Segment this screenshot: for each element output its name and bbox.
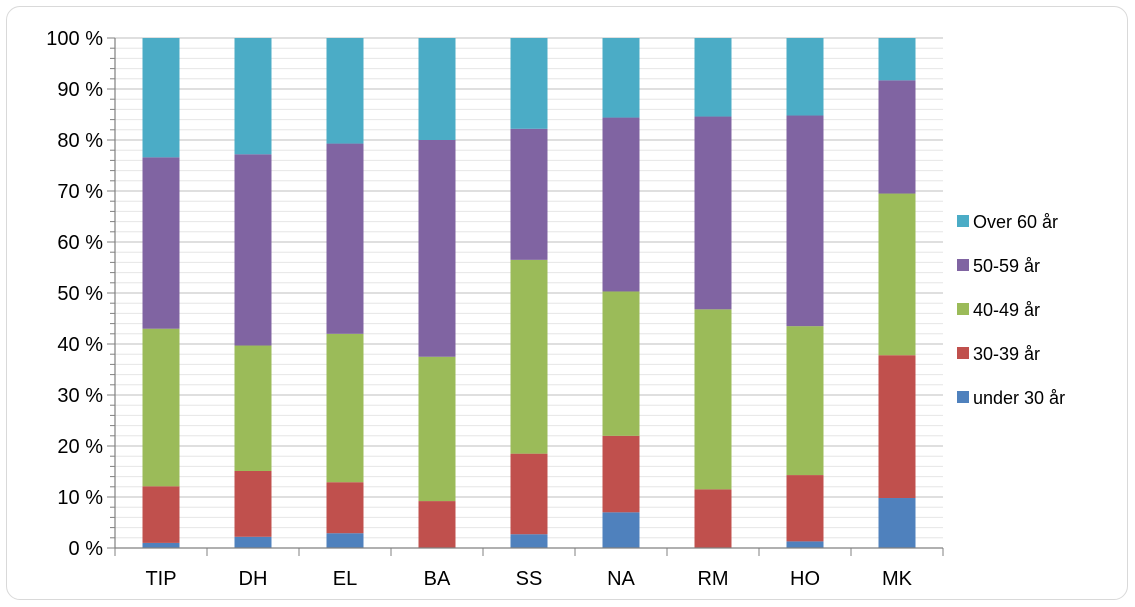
bar-segment-ss-series-0 — [510, 534, 548, 548]
legend-swatch — [957, 215, 969, 227]
bar-segment-mk-series-2 — [878, 193, 916, 356]
bar-segment-ho-series-1 — [786, 475, 824, 542]
bar-segment-el-series-4 — [326, 38, 364, 144]
bar-segment-ss-series-1 — [510, 453, 548, 535]
legend-swatch — [957, 303, 969, 315]
bar-segment-ho-series-4 — [786, 38, 824, 116]
bar-segment-rm-series-4 — [694, 38, 732, 117]
y-tick-label: 40 % — [57, 334, 103, 356]
bar-segment-dh-series-0 — [234, 536, 272, 548]
y-tick-labels: 0 % 10 % 20 % 30 % 40 % 50 % 60 % 70 % 80 % 90 % 1… — [46, 28, 103, 560]
x-tick-label: MK — [882, 568, 913, 590]
bar-segment-dh-series-4 — [234, 38, 272, 155]
bar-segment-el-series-3 — [326, 143, 364, 334]
legend: Over 60 år 50-59 år 40-49 år 30-39 år under … — [957, 212, 1065, 408]
legend-label: 30-39 år — [973, 344, 1040, 364]
legend-swatch — [957, 391, 969, 403]
bar-segment-tip-series-0 — [142, 542, 180, 548]
bar-segment-tip-series-3 — [142, 157, 180, 329]
y-tick-label: 50 % — [57, 283, 103, 305]
bar-segment-ho-series-3 — [786, 115, 824, 327]
bar-segment-mk-series-1 — [878, 355, 916, 499]
bar-segment-ho-series-2 — [786, 326, 824, 476]
x-tick-label: RM — [697, 568, 728, 590]
bar-segment-na-series-3 — [602, 117, 640, 292]
bar-segment-el-series-0 — [326, 533, 364, 548]
y-tick-label: 60 % — [57, 232, 103, 254]
x-tick-label: EL — [333, 568, 357, 590]
bar-segment-rm-series-1 — [694, 489, 732, 548]
bars — [142, 38, 916, 548]
bar-segment-rm-series-2 — [694, 309, 732, 490]
legend-label: 50-59 år — [973, 256, 1040, 276]
x-tick-label: HO — [790, 568, 820, 590]
bar-segment-ss-series-4 — [510, 38, 548, 129]
bar-segment-na-series-1 — [602, 435, 640, 513]
y-tick-label: 20 % — [57, 436, 103, 458]
bar-segment-na-series-2 — [602, 291, 640, 436]
bar-segment-ba-series-3 — [418, 140, 456, 357]
x-tick-label: SS — [516, 568, 543, 590]
y-tick-label: 80 % — [57, 130, 103, 152]
bar-segment-rm-series-3 — [694, 116, 732, 310]
x-tick-label: DH — [239, 568, 268, 590]
y-tick-label: 0 % — [69, 538, 104, 560]
bar-segment-ba-series-1 — [418, 501, 456, 548]
legend-swatch — [957, 347, 969, 359]
y-tick-label: 100 % — [46, 28, 103, 50]
x-tick-label: BA — [424, 568, 451, 590]
x-tick-label: TIP — [145, 568, 176, 590]
bar-segment-na-series-4 — [602, 38, 640, 118]
bar-segment-mk-series-0 — [878, 498, 916, 548]
bar-segment-tip-series-1 — [142, 486, 180, 543]
bar-segment-ba-series-4 — [418, 38, 456, 140]
bar-segment-dh-series-1 — [234, 470, 272, 537]
bar-segment-ss-series-2 — [510, 259, 548, 454]
y-tick-label: 90 % — [57, 79, 103, 101]
legend-swatch — [957, 259, 969, 271]
axes — [107, 37, 944, 556]
bar-segment-ho-series-0 — [786, 541, 824, 548]
bar-segment-tip-series-4 — [142, 38, 180, 158]
bar-segment-ba-series-2 — [418, 356, 456, 502]
bar-segment-mk-series-3 — [878, 80, 916, 194]
legend-label: 40-49 år — [973, 300, 1040, 320]
bar-segment-tip-series-2 — [142, 328, 180, 487]
bar-segment-ss-series-3 — [510, 128, 548, 260]
y-tick-label: 10 % — [57, 487, 103, 509]
y-tick-label: 30 % — [57, 385, 103, 407]
legend-label: Over 60 år — [973, 212, 1058, 232]
x-tick-labels: TIP DH EL BA SS NA RM HO MK — [145, 568, 912, 590]
bar-segment-na-series-0 — [602, 512, 640, 548]
bar-segment-dh-series-2 — [234, 345, 272, 471]
x-tick-label: NA — [607, 568, 635, 590]
bar-segment-dh-series-3 — [234, 154, 272, 346]
legend-label: under 30 år — [973, 388, 1065, 408]
bar-segment-el-series-1 — [326, 482, 364, 534]
bar-segment-el-series-2 — [326, 333, 364, 483]
y-tick-label: 70 % — [57, 181, 103, 203]
bar-segment-mk-series-4 — [878, 38, 916, 81]
